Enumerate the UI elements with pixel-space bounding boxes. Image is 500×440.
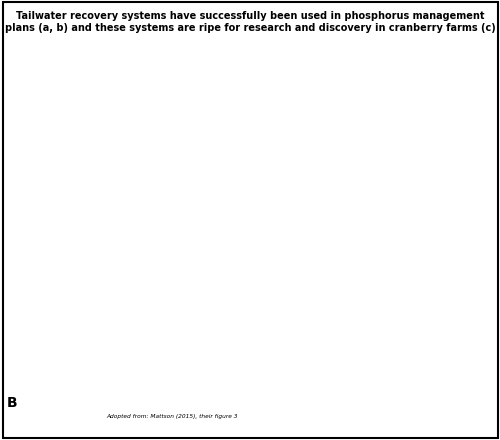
Text: TWR-B: TWR-B	[148, 83, 166, 88]
Text: Tailwater recovery systems have successfully been used in phosphorus management
: Tailwater recovery systems have successf…	[4, 11, 496, 33]
Polygon shape	[166, 79, 260, 126]
Text: TP regulatory target maximum concentration: TP regulatory target maximum concentrati…	[68, 365, 193, 370]
Ellipse shape	[48, 139, 168, 199]
Text: Cranberry
Farm-B: Cranberry Farm-B	[210, 176, 237, 187]
Text: Adopted from: Mattson (2015), their figure 3: Adopted from: Mattson (2015), their figu…	[107, 414, 238, 419]
Text: TWR started: TWR started	[108, 278, 114, 321]
Text: Science: Science	[385, 128, 424, 138]
Text: Alum treatment: Alum treatment	[272, 331, 278, 380]
FancyArrow shape	[248, 319, 260, 363]
Ellipse shape	[87, 139, 146, 193]
Text: • Obtain feedback on public
  concerns
• Conduct public education about
  cranbe: • Obtain feedback on public concerns • C…	[338, 333, 470, 381]
Ellipse shape	[12, 100, 72, 153]
Text: Cranberry
Farm-A: Cranberry Farm-A	[31, 61, 58, 71]
Title: White Island Pond East
Basin Surface Summer TP: White Island Pond East Basin Surface Sum…	[108, 203, 240, 222]
Text: Future directions for
tailwater recovery
systems: Future directions for tailwater recovery…	[338, 59, 460, 96]
Polygon shape	[65, 71, 166, 118]
FancyBboxPatch shape	[316, 198, 493, 314]
Text: A: A	[12, 193, 22, 207]
Text: Alum treatment: Alum treatment	[252, 317, 256, 366]
FancyBboxPatch shape	[302, 26, 495, 132]
Ellipse shape	[192, 104, 226, 148]
Ellipse shape	[86, 94, 101, 105]
FancyArrow shape	[68, 268, 82, 319]
FancyBboxPatch shape	[316, 303, 493, 412]
Text: P reductions: P reductions	[73, 271, 78, 316]
Text: • Identify how many TWR ponds
  exist and their use in tandem with
  other manag: • Identify how many TWR ponds exist and …	[340, 227, 469, 268]
Text: • Quantify physical properties
• Research water storage potential
• Calculate ph: • Quantify physical properties • Researc…	[341, 142, 468, 165]
Ellipse shape	[10, 158, 45, 190]
Text: Practice: Practice	[384, 214, 425, 223]
Ellipse shape	[150, 94, 164, 105]
Polygon shape	[180, 134, 266, 174]
Y-axis label: Mean total phosphorus (ug/L): Mean total phosphorus (ug/L)	[22, 259, 30, 372]
Text: TWR-A: TWR-A	[85, 83, 102, 88]
FancyArrow shape	[104, 286, 118, 312]
Text: Outreach: Outreach	[381, 319, 428, 328]
Text: B: B	[6, 396, 17, 410]
FancyBboxPatch shape	[316, 111, 493, 209]
FancyArrow shape	[269, 330, 281, 381]
Text: White
Island
Pond: White Island Pond	[91, 151, 114, 181]
Text: C: C	[306, 400, 316, 414]
